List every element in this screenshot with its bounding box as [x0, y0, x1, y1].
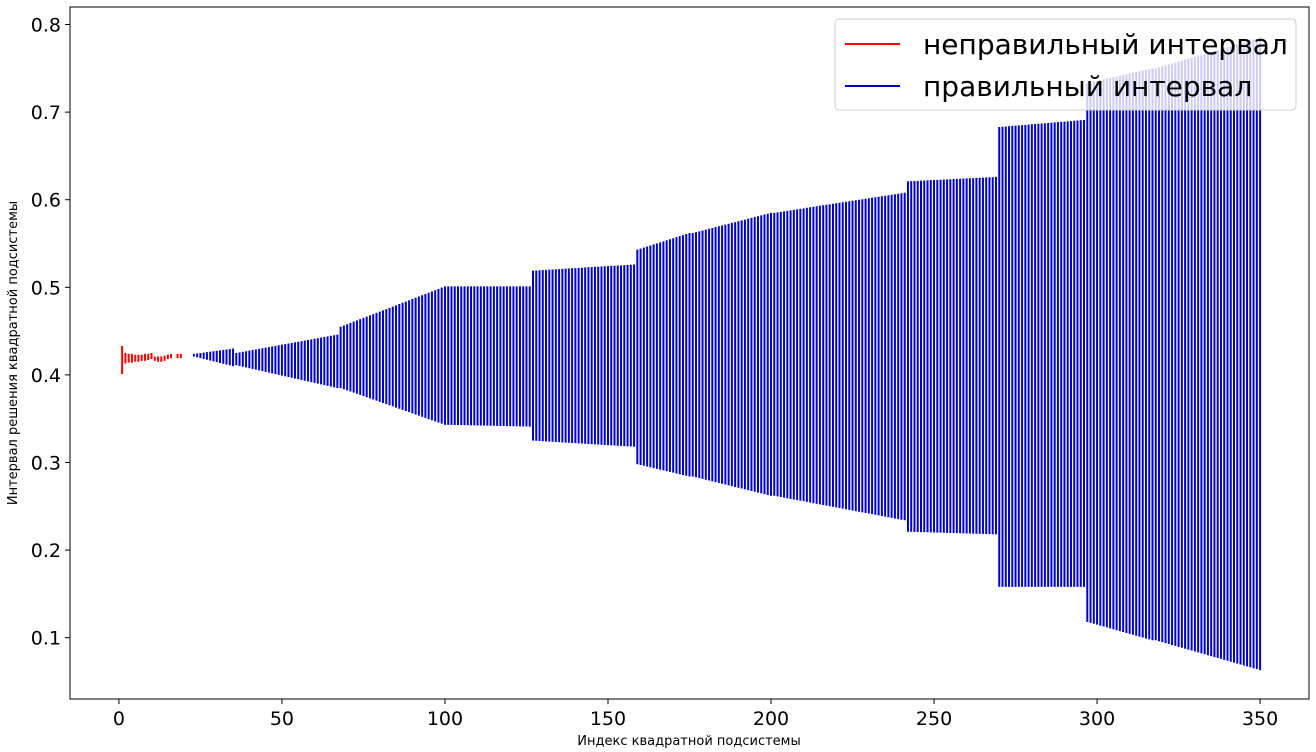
y-tick-label: 0.8 — [31, 15, 61, 37]
legend-label-incorrect: неправильный интервал — [923, 28, 1288, 61]
x-tick-label: 100 — [427, 708, 463, 730]
y-tick-label: 0.3 — [31, 452, 61, 474]
x-tick-label: 50 — [270, 708, 294, 730]
y-tick-label: 0.7 — [31, 102, 61, 124]
legend-label-correct: правильный интервал — [923, 70, 1252, 103]
y-tick-label: 0.2 — [31, 540, 61, 562]
x-tick-label: 200 — [753, 708, 789, 730]
x-axis-ticks: 0 50 100 150 200 250 300 350 — [113, 699, 1278, 730]
plot-frame — [69, 6, 1310, 700]
legend: неправильный интервал правильный интерва… — [834, 18, 1297, 111]
y-tick-label: 0.1 — [31, 628, 61, 650]
y-tick-label: 0.4 — [31, 365, 61, 387]
x-tick-label: 350 — [1242, 708, 1278, 730]
x-tick-label: 150 — [590, 708, 626, 730]
legend-box — [834, 18, 1297, 111]
x-axis-label: Индекс квадратной подсистемы — [577, 734, 800, 749]
x-tick-label: 0 — [113, 708, 125, 730]
x-tick-label: 250 — [916, 708, 952, 730]
y-tick-label: 0.6 — [31, 190, 61, 212]
y-axis-ticks: 0.1 0.2 0.3 0.4 0.5 0.6 0.7 0.8 — [31, 15, 70, 650]
interval-marks — [121, 37, 1262, 671]
x-tick-label: 300 — [1079, 708, 1115, 730]
y-tick-label: 0.5 — [31, 277, 61, 299]
y-axis-label: Интервал решения квадратной подсистемы — [6, 201, 21, 505]
